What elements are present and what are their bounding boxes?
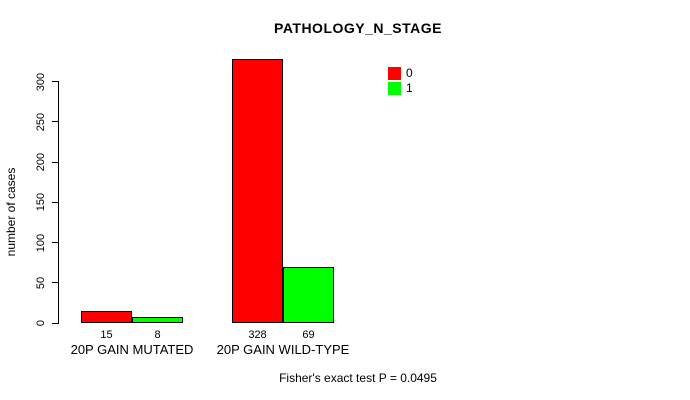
- y-axis-tick: [52, 81, 59, 82]
- legend-entry: 0: [388, 66, 413, 81]
- y-tick-label: 50: [35, 276, 47, 289]
- bar-value-label: 69: [302, 329, 315, 341]
- bar-20p-gain-mutated-series-0: [81, 311, 132, 323]
- legend-label: 1: [406, 81, 413, 95]
- category-label: 20P GAIN WILD-TYPE: [216, 342, 350, 357]
- chart-title: PATHOLOGY_N_STAGE: [274, 20, 442, 36]
- y-axis-tick: [52, 242, 59, 243]
- stat-test-note: Fisher's exact test P = 0.0495: [279, 371, 437, 385]
- y-axis-tick: [52, 121, 59, 123]
- y-axis-tick: [52, 282, 59, 284]
- legend-entry: 1: [388, 81, 413, 96]
- y-tick-label: 150: [35, 193, 47, 212]
- bar-20p-gain-wild-type-series-1: [283, 267, 334, 323]
- bar-20p-gain-wild-type-series-0: [232, 59, 283, 323]
- bar-value-label: 328: [248, 329, 267, 341]
- y-tick-label: 300: [35, 72, 47, 91]
- y-axis-tick: [52, 161, 59, 163]
- bar-20p-gain-mutated-series-1: [132, 317, 183, 323]
- y-tick-label: 250: [35, 112, 47, 131]
- y-tick-label: 100: [35, 233, 47, 252]
- legend-swatch-icon: [388, 82, 401, 95]
- y-tick-label: 0: [35, 319, 47, 327]
- legend-label: 0: [406, 66, 413, 80]
- bar-value-label: 8: [154, 329, 161, 341]
- bar-value-label: 15: [100, 329, 113, 341]
- y-axis-tick: [52, 201, 59, 203]
- y-tick-label: 200: [35, 152, 47, 172]
- y-axis-tick: [52, 322, 59, 324]
- category-label: 20P GAIN MUTATED: [70, 342, 194, 357]
- legend-swatch-icon: [388, 67, 401, 80]
